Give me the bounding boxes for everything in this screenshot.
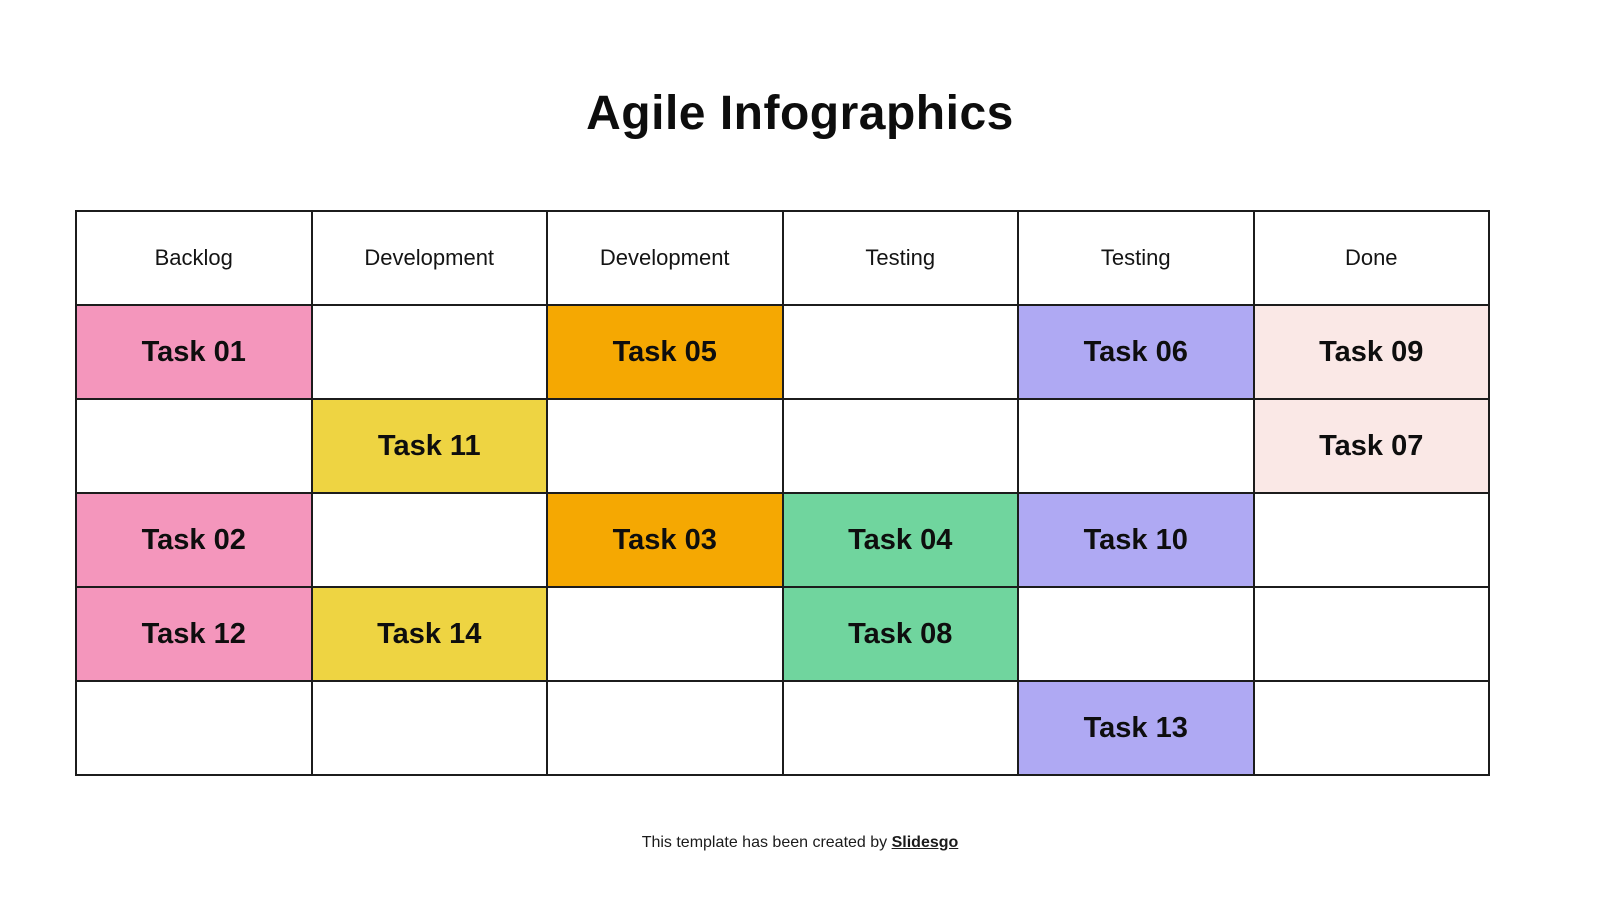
- card-task-06[interactable]: Task 06: [1017, 304, 1255, 400]
- board-row: Task 01 Task 05 Task 06 Task 09: [75, 304, 1490, 400]
- column-header-3-development: Development: [546, 210, 784, 306]
- card-task-12[interactable]: Task 12: [75, 586, 313, 682]
- empty-cell: [1017, 398, 1255, 494]
- card-task-13[interactable]: Task 13: [1017, 680, 1255, 776]
- footer-credit-text: This template has been created by: [641, 834, 892, 851]
- card-task-02[interactable]: Task 02: [75, 492, 313, 588]
- agile-board-container: Backlog Development Development Testing Test…: [75, 210, 1490, 776]
- empty-cell: [781, 398, 1019, 494]
- card-task-01[interactable]: Task 01: [75, 304, 313, 400]
- card-task-08[interactable]: Task 08: [781, 586, 1019, 682]
- empty-cell: [75, 680, 313, 776]
- empty-cell: [546, 586, 784, 682]
- empty-cell: [310, 304, 548, 400]
- board-row: Task 11 Task 07: [75, 398, 1490, 494]
- empty-cell: [1252, 586, 1490, 682]
- empty-cell: [546, 680, 784, 776]
- column-header-2-development: Development: [310, 210, 548, 306]
- board-row: Task 12 Task 14 Task 08: [75, 586, 1490, 682]
- column-header-1-backlog: Backlog: [75, 210, 313, 306]
- board-row: Task 13: [75, 680, 1490, 776]
- board-body: Task 01 Task 05 Task 06 Task 09 Task 11 Task …: [75, 304, 1490, 776]
- card-task-03[interactable]: Task 03: [546, 492, 784, 588]
- empty-cell: [310, 680, 548, 776]
- card-task-14[interactable]: Task 14: [310, 586, 548, 682]
- empty-cell: [781, 304, 1019, 400]
- board-row: Task 02 Task 03 Task 04 Task 10: [75, 492, 1490, 588]
- card-task-04[interactable]: Task 04: [781, 492, 1019, 588]
- agile-board: Backlog Development Development Testing Test…: [75, 210, 1490, 776]
- slidesgo-link[interactable]: Slidesgo: [891, 834, 959, 851]
- empty-cell: [781, 680, 1019, 776]
- empty-cell: [1252, 492, 1490, 588]
- page-title: Agile Infographics: [586, 87, 1014, 140]
- empty-cell: [546, 398, 784, 494]
- card-task-10[interactable]: Task 10: [1017, 492, 1255, 588]
- card-task-07[interactable]: Task 07: [1252, 398, 1490, 494]
- empty-cell: [1017, 586, 1255, 682]
- column-header-4-testing: Testing: [781, 210, 1019, 306]
- card-task-09[interactable]: Task 09: [1252, 304, 1490, 400]
- footer-credit: This template has been created by Slides…: [0, 834, 1600, 852]
- empty-cell: [310, 492, 548, 588]
- empty-cell: [75, 398, 313, 494]
- column-header-5-testing: Testing: [1017, 210, 1255, 306]
- header-row: Backlog Development Development Testing Test…: [75, 210, 1490, 306]
- column-header-6-done: Done: [1252, 210, 1490, 306]
- empty-cell: [1252, 680, 1490, 776]
- card-task-05[interactable]: Task 05: [546, 304, 784, 400]
- card-task-11[interactable]: Task 11: [310, 398, 548, 494]
